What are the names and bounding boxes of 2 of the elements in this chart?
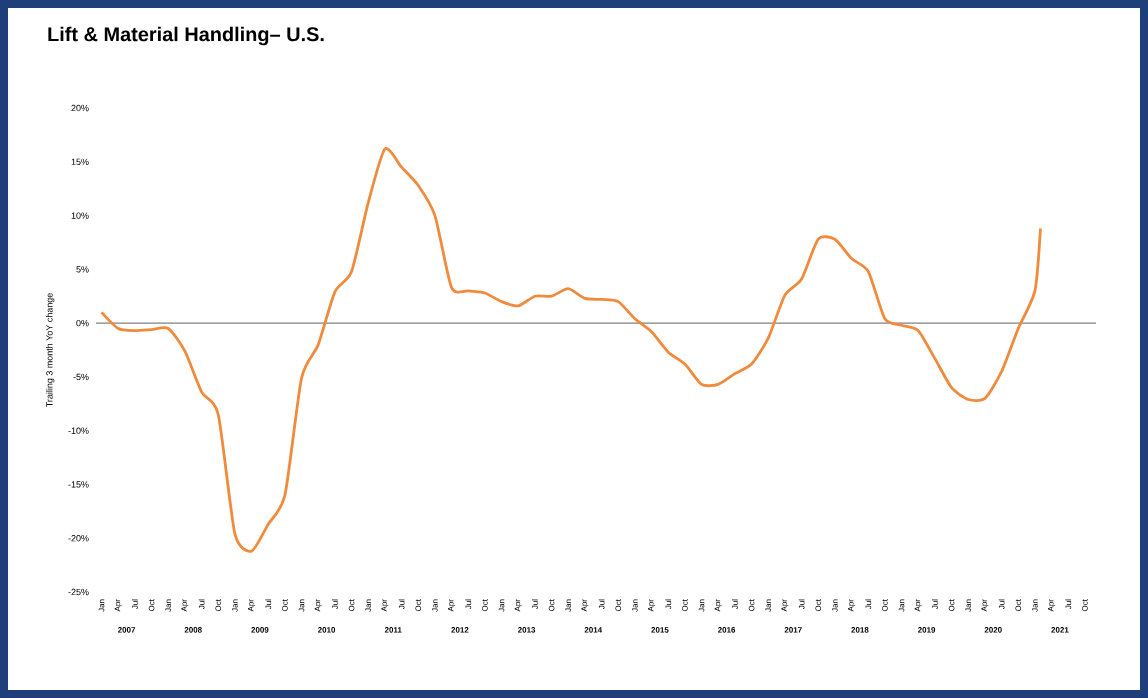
line-series — [100, 147, 1042, 553]
chart-title: Lift & Material Handling– U.S. — [48, 26, 324, 46]
